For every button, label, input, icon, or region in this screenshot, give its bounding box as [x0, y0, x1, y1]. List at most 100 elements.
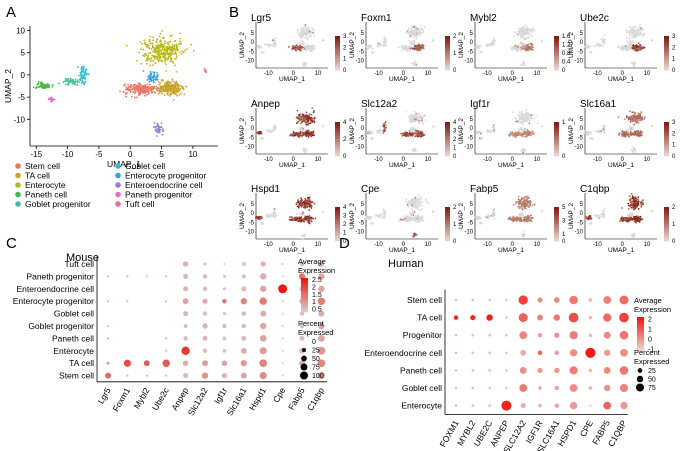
colorbar-tick-label: 0 [343, 154, 347, 160]
feature-point [371, 51, 374, 53]
y-tick-label: 5 [470, 117, 474, 123]
umap-point [149, 51, 152, 54]
feature-point [300, 43, 303, 46]
feature-point [640, 46, 643, 49]
y-tick-label: -10 [464, 59, 473, 65]
feature-point [420, 24, 422, 27]
feature-point [304, 45, 306, 48]
feature-point [371, 222, 374, 225]
feature-point [301, 40, 304, 43]
umap-point [158, 91, 161, 94]
feature-point [274, 212, 277, 215]
feature-point [413, 235, 416, 238]
umap-point [78, 74, 80, 77]
feature-point [310, 220, 313, 223]
feature-point [517, 131, 519, 134]
umap-point [135, 84, 138, 87]
feature-point [632, 111, 635, 113]
umap-point [165, 52, 168, 55]
feature-point [588, 131, 591, 134]
feature-title: Cpe [361, 184, 380, 195]
feature-point [407, 218, 410, 221]
umap-point [80, 71, 83, 74]
feature-point [410, 118, 413, 121]
feature-point [271, 39, 274, 42]
y-tick-label: -10 [574, 145, 583, 151]
feature-point [312, 31, 315, 34]
feature-point [521, 123, 524, 126]
feature-point [368, 216, 371, 219]
umap-point [53, 98, 56, 101]
feature-point [311, 48, 313, 50]
umap-point [128, 88, 131, 91]
legend-swatch [115, 163, 121, 169]
feature-point [409, 134, 412, 137]
umap-point [172, 80, 175, 83]
feature-point [263, 51, 265, 54]
x-tick-label: -10 [264, 71, 273, 77]
umap-point [50, 100, 53, 103]
x-axis-label: UMAP_1 [279, 247, 305, 254]
umap-point [153, 126, 155, 128]
feature-point [304, 217, 307, 220]
umap-point [167, 57, 169, 60]
feature-point [308, 202, 311, 204]
umap-point [127, 87, 129, 90]
umap-point [150, 89, 153, 92]
feature-point [376, 129, 378, 132]
x-tick-label: 10 [425, 242, 432, 248]
y-tick-label: 0 [361, 40, 365, 46]
feature-point [624, 132, 627, 135]
feature-point [408, 40, 411, 42]
feature-point [368, 47, 370, 49]
y-tick-label: 0 [470, 211, 474, 217]
feature-point [413, 110, 416, 113]
x-tick-label: 0 [292, 71, 296, 77]
feature-point [304, 116, 307, 118]
feature-point [301, 48, 304, 51]
colorbar-segment [335, 44, 340, 48]
x-tick-label: 10 [644, 157, 651, 163]
umap-point [192, 49, 195, 52]
feature-point [536, 122, 539, 125]
feature-point [297, 206, 300, 209]
feature-point [422, 134, 425, 137]
feature-point [313, 116, 316, 119]
umap-point [164, 58, 167, 61]
feature-point [526, 135, 528, 138]
feature-point [488, 44, 491, 47]
umap-point [153, 73, 156, 76]
feature-point [409, 30, 412, 32]
feature-point [493, 131, 496, 133]
feature-point [405, 198, 408, 201]
feature-point [478, 45, 480, 48]
panel-label-b: B [229, 4, 239, 21]
feature-point [264, 43, 267, 46]
feature-point [410, 129, 413, 132]
feature-point [422, 44, 425, 47]
feature-point [417, 193, 420, 196]
feature-point [522, 36, 525, 39]
umap-point [190, 43, 193, 46]
feature-point [651, 125, 653, 128]
feature-point [407, 32, 410, 34]
umap-point [171, 45, 174, 48]
umap-point [174, 52, 177, 55]
x-tick-label: 10 [315, 242, 322, 248]
umap-point [157, 128, 160, 130]
feature-point [301, 35, 303, 38]
feature-point [632, 27, 635, 29]
feature-point [299, 217, 301, 220]
feature-point [369, 46, 372, 49]
y-tick-label: -5 [468, 135, 474, 141]
umap-point [154, 78, 157, 81]
feature-point [305, 27, 307, 30]
umap-point [146, 83, 149, 86]
feature-point [632, 127, 635, 129]
umap-point [125, 44, 128, 47]
feature-point [411, 47, 414, 50]
feature-point [409, 47, 412, 50]
feature-point [295, 203, 298, 206]
feature-point [305, 134, 307, 137]
